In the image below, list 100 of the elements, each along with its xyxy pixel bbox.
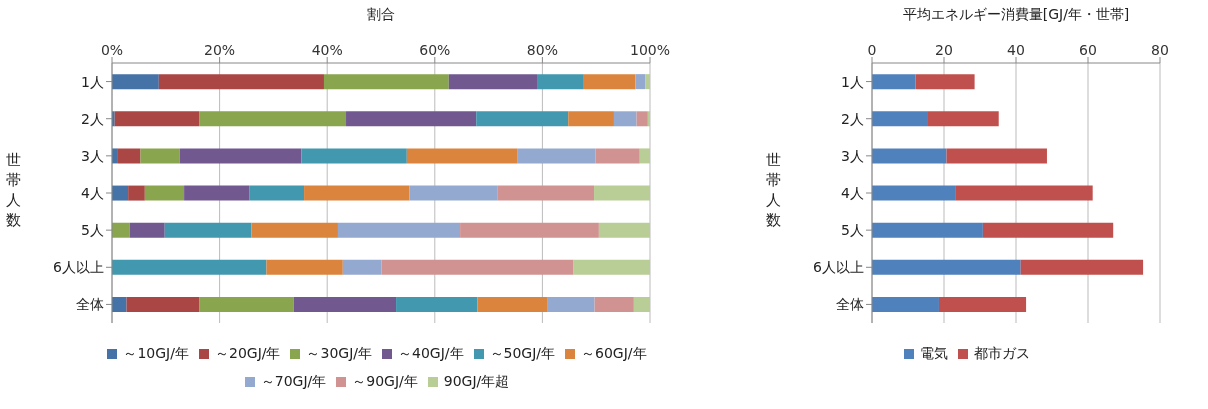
bar bbox=[140, 148, 180, 164]
legend-label: 都市ガス bbox=[973, 345, 1030, 363]
x-tick-label: 60% bbox=[419, 42, 451, 58]
y-axis-title: 世帯人数 bbox=[764, 150, 782, 230]
bar bbox=[249, 185, 305, 201]
bar bbox=[872, 222, 983, 238]
legend-label: ～20GJ/年 bbox=[213, 345, 281, 363]
legend-label: ～30GJ/年 bbox=[305, 345, 372, 363]
bar bbox=[635, 74, 646, 90]
legend-label: ～60GJ/年 bbox=[580, 345, 647, 363]
bar bbox=[112, 297, 127, 312]
bar bbox=[547, 297, 595, 312]
bar bbox=[647, 111, 650, 127]
x-tick-label: 0 bbox=[867, 42, 877, 58]
y-tick-label: 6人以上 bbox=[53, 259, 104, 276]
bar bbox=[568, 111, 614, 127]
bar bbox=[938, 297, 1027, 312]
bar bbox=[517, 148, 596, 164]
bar bbox=[872, 148, 947, 164]
y-tick-label: 4人 bbox=[841, 184, 864, 201]
legend-label: ～40GJ/年 bbox=[397, 345, 464, 363]
bar bbox=[406, 148, 518, 164]
x-tick-label: 20 bbox=[935, 42, 953, 58]
x-tick-label: 60 bbox=[1079, 42, 1097, 58]
bar bbox=[251, 222, 338, 238]
bar bbox=[346, 111, 477, 127]
bar bbox=[128, 185, 145, 201]
bar bbox=[129, 222, 165, 238]
bar bbox=[409, 185, 498, 201]
bar bbox=[293, 297, 397, 312]
bar bbox=[164, 222, 252, 238]
bar bbox=[594, 297, 634, 312]
legend-label: ～90GJ/年 bbox=[351, 373, 418, 391]
bar bbox=[613, 111, 637, 127]
bar bbox=[595, 148, 640, 164]
bar bbox=[184, 185, 250, 201]
x-axis-title: 平均エネルギー消費量[GJ/年・世帯] bbox=[901, 6, 1131, 24]
bar bbox=[304, 185, 410, 201]
bar bbox=[144, 185, 185, 201]
bar bbox=[199, 297, 294, 312]
bar bbox=[537, 74, 584, 90]
bar bbox=[266, 259, 343, 275]
bar bbox=[955, 185, 1093, 201]
bar bbox=[583, 74, 636, 90]
y-tick-label: 2人 bbox=[81, 110, 104, 127]
y-tick-label: 1人 bbox=[841, 73, 864, 90]
legend-label: 90GJ/年超 bbox=[442, 373, 510, 391]
bar bbox=[323, 74, 449, 90]
y-tick-label: 5人 bbox=[81, 222, 104, 239]
y-tick-label: 6人以上 bbox=[813, 259, 864, 276]
x-tick-label: 40 bbox=[1007, 42, 1025, 58]
bar bbox=[112, 222, 130, 238]
bar bbox=[396, 297, 478, 312]
y-tick-label: 全体 bbox=[836, 296, 864, 313]
bar bbox=[946, 148, 1047, 164]
bar bbox=[872, 259, 1021, 275]
bar bbox=[460, 222, 599, 238]
legend-label: 電気 bbox=[919, 345, 948, 363]
bar bbox=[573, 259, 650, 275]
bar bbox=[872, 111, 928, 127]
bar bbox=[199, 111, 347, 127]
bar bbox=[117, 148, 141, 164]
bar bbox=[112, 185, 129, 201]
y-tick-label: 1人 bbox=[81, 73, 104, 90]
bar bbox=[114, 111, 200, 127]
bar bbox=[381, 259, 574, 275]
bar bbox=[639, 148, 650, 164]
bar bbox=[633, 297, 650, 312]
y-tick-label: 5人 bbox=[841, 222, 864, 239]
bar bbox=[872, 297, 939, 312]
x-tick-label: 80% bbox=[526, 42, 558, 58]
bar bbox=[112, 74, 159, 90]
bar bbox=[594, 185, 650, 201]
y-tick-label: 4人 bbox=[81, 184, 104, 201]
bar bbox=[645, 74, 650, 90]
legend-label: ～70GJ/年 bbox=[259, 373, 327, 391]
y-tick-label: 2人 bbox=[841, 110, 864, 127]
bar bbox=[337, 222, 461, 238]
y-tick-label: 3人 bbox=[841, 147, 864, 164]
legend-label: ～10GJ/年 bbox=[122, 345, 189, 363]
x-axis-title: 割合 bbox=[366, 6, 396, 24]
x-tick-label: 20% bbox=[204, 42, 236, 58]
y-axis-title: 世帯人数 bbox=[4, 150, 22, 230]
x-tick-label: 100% bbox=[629, 42, 671, 58]
bar bbox=[158, 74, 324, 90]
bar bbox=[636, 111, 648, 127]
bar bbox=[448, 74, 538, 90]
bar bbox=[179, 148, 302, 164]
bar bbox=[342, 259, 382, 275]
bar bbox=[1020, 259, 1144, 275]
x-tick-label: 0% bbox=[100, 42, 124, 58]
bar bbox=[872, 74, 916, 90]
y-tick-label: 全体 bbox=[76, 296, 104, 313]
bar bbox=[982, 222, 1114, 238]
bar bbox=[126, 297, 200, 312]
bar bbox=[112, 259, 267, 275]
bar bbox=[477, 297, 548, 312]
bar bbox=[915, 74, 975, 90]
bar bbox=[872, 185, 956, 201]
legend-label: ～50GJ/年 bbox=[488, 345, 556, 363]
